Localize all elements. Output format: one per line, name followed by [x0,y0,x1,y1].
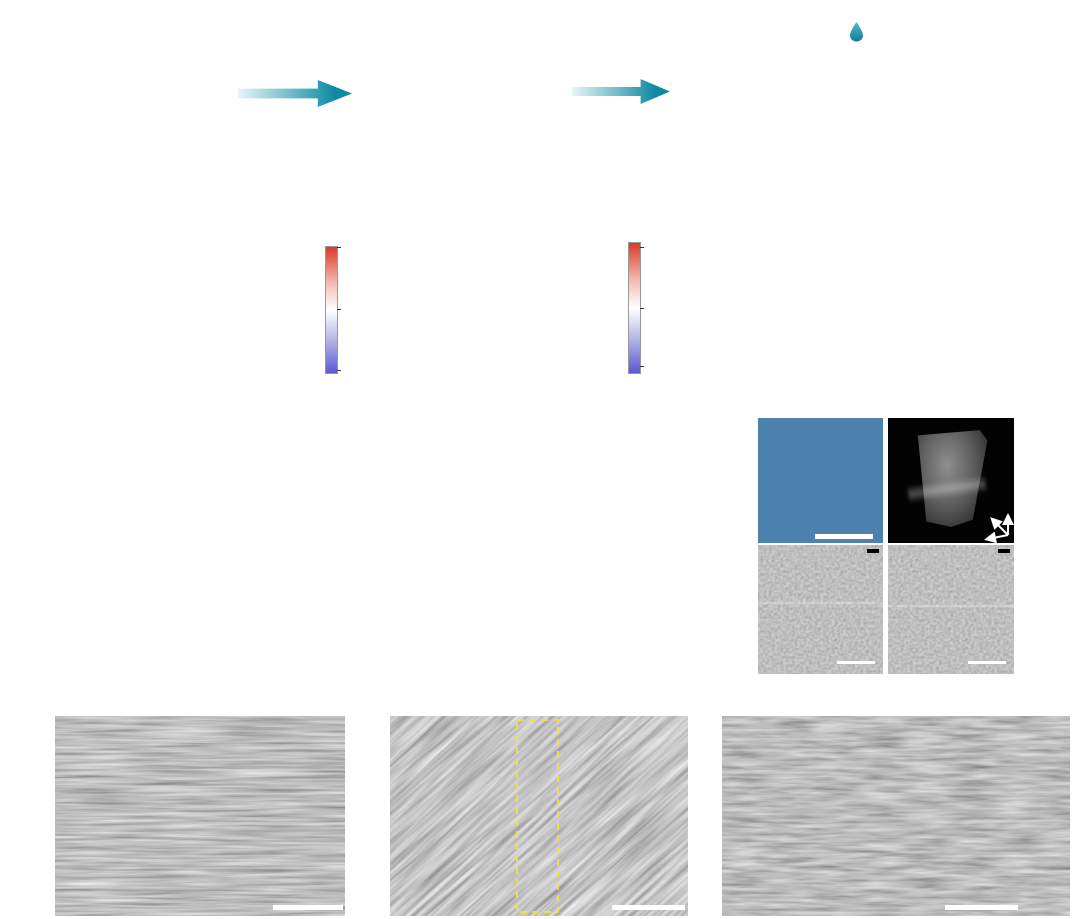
sem-image-xz-plane [758,545,883,674]
ct-scan-image [888,418,1014,543]
ice-crystal-illustration [68,18,314,150]
bonding-energy-bar-chart [712,186,1074,404]
water-droplet-icon [850,22,863,42]
sem-image-i-welding [390,716,688,916]
plane-label-yz [998,549,1010,553]
water-welding-arrow [572,79,670,104]
sem-image-j-lamellar [722,716,1070,916]
aerogel-brick-grid [767,426,874,517]
ftir-spectra-chart [28,404,368,696]
esp-surface-map-c [392,194,632,396]
aerogel-panel-photo [758,418,883,543]
welding-point-outline [516,719,559,913]
molecular-bond-connectors [845,58,885,148]
peak-deconvolution-chart [374,404,704,696]
sem-image-yz-plane [888,545,1014,674]
ct-axis-arrows [984,513,1014,543]
photo-scale-bar [815,534,873,539]
aerogel-plank-right [880,55,1050,152]
aerogel-plank-left [688,55,850,152]
sem-image-h-lamellar [55,716,345,916]
aerogel-brick-illustration [372,50,550,148]
colorbar-b [325,246,338,374]
esp-surface-map-b [45,208,313,396]
plane-label-xz [867,549,879,553]
